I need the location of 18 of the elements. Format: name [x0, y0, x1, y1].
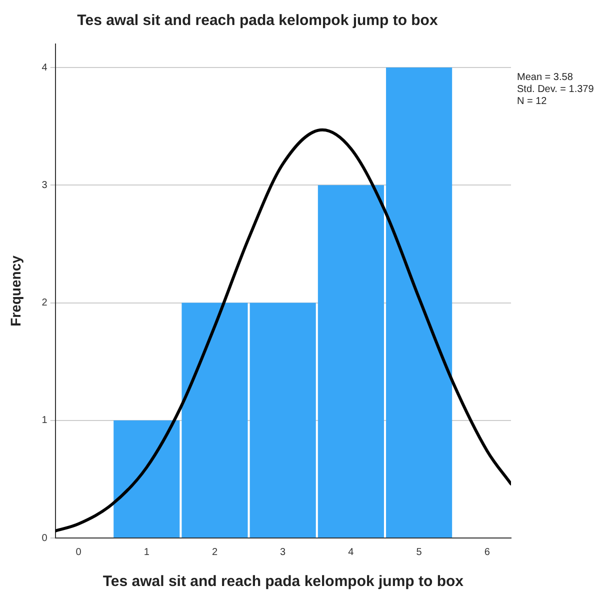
- y-tick-label: 0: [42, 532, 48, 544]
- chart-title: Tes awal sit and reach pada kelompok jump to box: [77, 12, 438, 30]
- x-tick-label: 6: [484, 546, 490, 558]
- text: Std. Dev. = 1.379: [517, 84, 594, 95]
- y-axis-title: Frequency: [7, 255, 24, 326]
- text: N = 12: [517, 96, 548, 107]
- y-tick-label: 1: [42, 415, 48, 426]
- y-tick-label: 2: [42, 298, 48, 309]
- x-tick-label: 3: [280, 546, 286, 558]
- x-tick-label: 4: [348, 546, 354, 558]
- x-tick-label: 0: [76, 546, 82, 558]
- y-tick-label: 4: [42, 62, 48, 74]
- x-tick-label: 2: [212, 546, 218, 558]
- y-tick-label: 3: [42, 180, 48, 191]
- x-axis-title: Tes awal sit and reach pada kelompok jump to box: [102, 573, 464, 590]
- x-tick-label: 1: [144, 546, 150, 558]
- text: Mean = 3.58: [517, 72, 574, 83]
- x-tick-label: 5: [416, 546, 422, 558]
